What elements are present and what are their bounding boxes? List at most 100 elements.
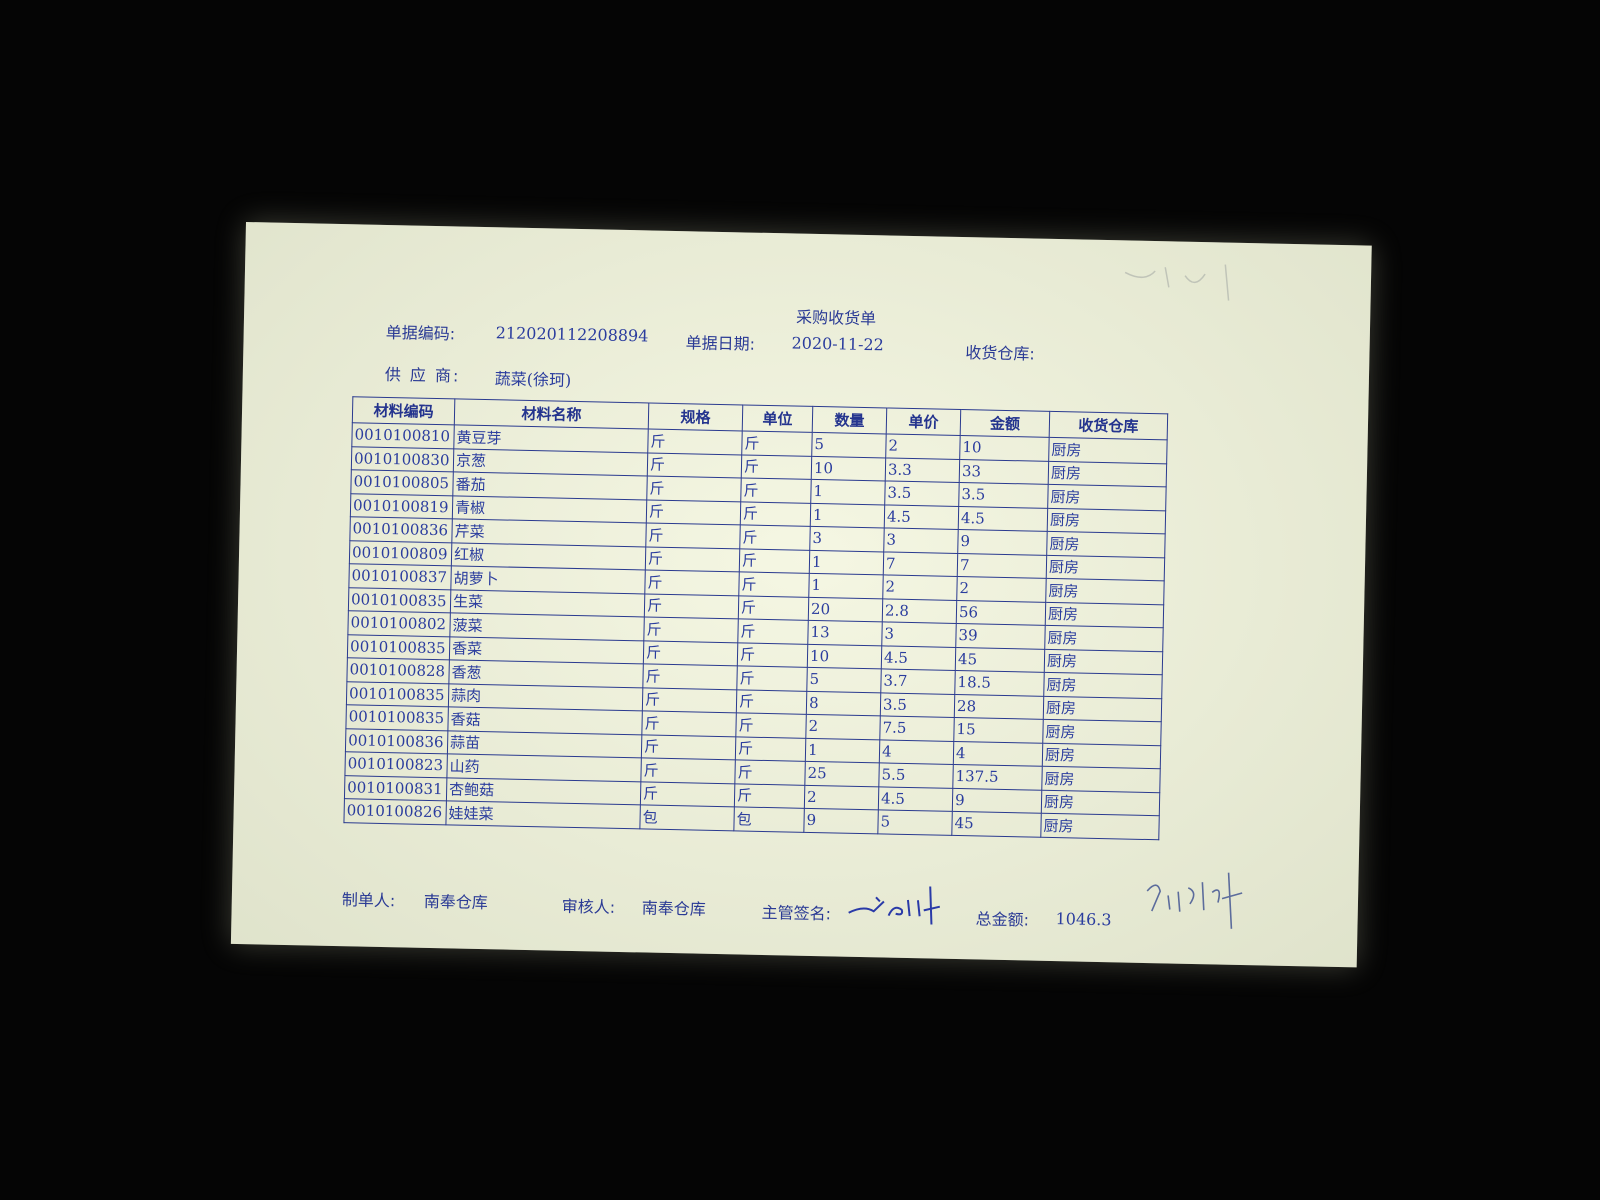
table-cell: 2 — [805, 714, 881, 740]
table-cell: 斤 — [741, 430, 813, 456]
table-cell: 斤 — [741, 454, 812, 480]
total-label: 总金额: — [975, 909, 1030, 930]
table-cell: 4 — [879, 739, 954, 765]
purchase-receipt-document: 采购收货单 单据编码: 212020112208894 单据日期: 2020-1… — [230, 222, 1372, 968]
table-cell: 斤 — [642, 687, 737, 713]
table-cell: 0010100831 — [344, 775, 447, 801]
table-cell: 3 — [881, 621, 957, 647]
table-cell: 厨房 — [1044, 625, 1164, 652]
table-cell: 包 — [733, 806, 805, 832]
table-cell: 厨房 — [1046, 554, 1165, 581]
table-cell: 0010100835 — [348, 587, 451, 613]
table-cell: 3 — [883, 527, 959, 553]
table-cell: 1 — [805, 737, 880, 763]
table-cell: 0010100830 — [351, 446, 454, 472]
table-cell: 斤 — [738, 595, 809, 621]
table-cell: 0010100835 — [346, 681, 449, 707]
column-header: 单位 — [742, 404, 813, 433]
table-cell: 厨房 — [1042, 742, 1161, 769]
table-cell: 斤 — [735, 712, 807, 738]
table-cell: 3.7 — [880, 668, 956, 694]
table-cell: 2 — [956, 576, 1047, 602]
table-cell: 厨房 — [1044, 648, 1163, 675]
table-cell: 斤 — [739, 524, 811, 550]
table-cell: 0010100823 — [344, 751, 448, 778]
table-cell: 斤 — [735, 736, 806, 762]
table-cell: 厨房 — [1042, 719, 1162, 746]
table-cell: 45 — [951, 811, 1042, 837]
reviewer-value: 南奉仓库 — [641, 898, 706, 919]
table-cell: 0010100835 — [347, 634, 450, 660]
supervisor-label: 主管签名: — [761, 902, 832, 924]
table-cell: 斤 — [736, 665, 808, 691]
handwritten-signature — [1146, 872, 1243, 929]
table-cell: 1 — [810, 502, 885, 528]
table-cell: 0010100802 — [347, 610, 451, 637]
table-cell: 斤 — [737, 618, 809, 644]
table-cell: 0010100837 — [348, 563, 452, 590]
table-cell: 2 — [882, 574, 958, 600]
table-cell: 斤 — [738, 571, 810, 597]
table-cell: 137.5 — [952, 764, 1043, 790]
doc-no-value: 212020112208894 — [495, 323, 649, 346]
table-cell: 5 — [877, 809, 953, 835]
table-cell: 斤 — [645, 522, 741, 549]
table-cell: 厨房 — [1043, 695, 1162, 722]
table-cell: 0010100810 — [351, 422, 455, 449]
table-cell: 厨房 — [1047, 507, 1166, 534]
column-header: 收货仓库 — [1049, 411, 1168, 440]
table-cell: 9 — [957, 529, 1048, 555]
table-cell: 25 — [804, 761, 880, 787]
table-cell: 斤 — [641, 734, 736, 760]
table-cell: 包 — [639, 804, 735, 831]
table-cell: 厨房 — [1041, 789, 1160, 816]
table-cell: 7.5 — [879, 715, 955, 741]
column-header: 数量 — [812, 406, 887, 434]
table-cell: 0010100836 — [345, 728, 448, 754]
supervisor-signature — [848, 886, 941, 925]
table-cell: 28 — [954, 693, 1044, 720]
table-cell: 4.5 — [958, 505, 1048, 532]
table-cell: 厨房 — [1047, 484, 1167, 511]
table-cell: 10 — [811, 455, 886, 481]
table-cell: 45 — [955, 646, 1045, 673]
supplier-value: 蔬菜(徐珂) — [494, 369, 572, 390]
table-cell: 1 — [810, 479, 886, 505]
table-cell: 厨房 — [1048, 437, 1168, 464]
table-cell: 4.5 — [881, 645, 956, 671]
table-cell: 3.5 — [958, 482, 1049, 508]
table-cell: 斤 — [642, 663, 738, 690]
table-cell: 0010100809 — [349, 540, 452, 566]
table-cell: 2.8 — [882, 598, 957, 624]
column-header: 金额 — [960, 409, 1050, 438]
faint-pencil-marks — [1124, 264, 1230, 301]
table-cell: 7 — [883, 551, 958, 577]
table-cell: 0010100819 — [350, 493, 453, 519]
table-cell: 厨房 — [1040, 813, 1160, 840]
supplier-label: 供 应 商: — [384, 364, 461, 386]
table-cell: 10 — [807, 643, 882, 669]
table-cell: 斤 — [734, 783, 805, 809]
maker-label: 制单人: — [341, 890, 396, 911]
column-header: 规格 — [648, 402, 743, 431]
table-cell: 斤 — [640, 757, 736, 784]
table-cell: 5 — [806, 667, 882, 693]
table-cell: 2 — [804, 784, 879, 810]
table-cell: 斤 — [641, 710, 737, 737]
table-cell: 厨房 — [1043, 672, 1163, 699]
table-cell: 7 — [957, 552, 1047, 579]
table-cell: 0010100826 — [343, 798, 447, 825]
column-header: 单价 — [886, 407, 961, 436]
table-cell: 厨房 — [1041, 766, 1161, 793]
table-cell: 斤 — [737, 642, 808, 668]
table-cell: 斤 — [647, 452, 742, 478]
document-title: 采购收货单 — [795, 307, 877, 329]
column-header: 材料编码 — [352, 396, 455, 425]
table-cell: 3 — [809, 526, 885, 552]
table-cell: 斤 — [644, 593, 739, 619]
table-cell: 斤 — [647, 428, 743, 455]
table-cell: 厨房 — [1045, 601, 1164, 628]
table-cell: 斤 — [736, 689, 807, 715]
table-cell: 4.5 — [884, 504, 959, 530]
table-cell: 3.5 — [884, 480, 960, 506]
